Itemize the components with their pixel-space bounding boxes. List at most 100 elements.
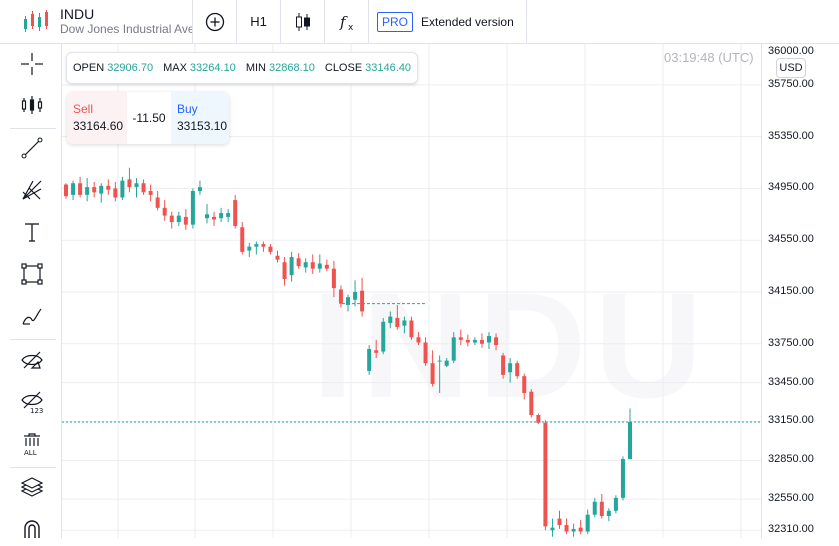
candle-down xyxy=(240,227,245,252)
interval-button[interactable]: H1 xyxy=(237,0,281,43)
candle-down xyxy=(494,337,499,346)
hide-indicators-icon: 123 xyxy=(21,391,43,414)
candle-down xyxy=(557,518,562,526)
price-axis-label: 33750.00 xyxy=(768,336,814,349)
brush-tool[interactable] xyxy=(10,298,54,334)
candle-down xyxy=(522,376,527,393)
toolbar-separator xyxy=(10,128,56,129)
candle-up xyxy=(571,528,576,532)
drawing-toolbar: 123 ALL xyxy=(0,44,62,538)
candle-down xyxy=(578,527,583,532)
candle-up xyxy=(487,336,491,343)
fib-tool[interactable] xyxy=(10,172,54,208)
svg-text:ALL: ALL xyxy=(24,449,37,456)
price-axis[interactable]: 36000.00 35750.00 35350.00 34950.00 34550.00… xyxy=(761,44,839,538)
candle-down xyxy=(324,264,329,269)
candle-up xyxy=(289,257,294,276)
ohlc-legend: OPEN 32906.70 MAX 33264.10 MIN 32868.10 CLO… xyxy=(66,52,419,84)
candle-down xyxy=(331,268,336,289)
candle-up xyxy=(71,183,76,195)
min-label: MIN xyxy=(245,62,266,74)
candle-up xyxy=(367,348,372,371)
sell-button[interactable]: Sell 33164.60 xyxy=(67,92,127,144)
indicators-tool[interactable] xyxy=(10,87,54,123)
candle-down xyxy=(515,363,520,377)
candle-down xyxy=(409,320,414,338)
crosshair-tool[interactable] xyxy=(10,46,54,82)
chart-type-button[interactable] xyxy=(281,0,325,43)
candle-up xyxy=(134,183,139,188)
candle-up xyxy=(592,501,597,515)
brush-icon xyxy=(22,308,42,325)
candle-up xyxy=(219,213,224,219)
hide-indicators-tool[interactable]: 123 xyxy=(10,384,54,420)
trendline-tool[interactable] xyxy=(10,130,54,166)
candle-up xyxy=(388,316,393,324)
candle-down xyxy=(395,317,400,327)
buy-button[interactable]: Buy 33153.10 xyxy=(171,92,229,144)
toolbar-separator xyxy=(10,339,56,340)
candle-down xyxy=(599,501,604,516)
candle-down xyxy=(564,525,569,532)
candle-up xyxy=(353,292,358,300)
candle-down xyxy=(479,339,484,344)
plus-circle-icon xyxy=(205,12,224,31)
max-label: MAX xyxy=(163,62,187,74)
compare-button[interactable] xyxy=(193,0,237,43)
candle-up xyxy=(402,320,407,326)
trendline-icon xyxy=(21,137,43,159)
crosshair-icon xyxy=(21,53,43,75)
candle-up xyxy=(303,262,308,268)
hide-drawings-tool[interactable] xyxy=(10,342,54,378)
rectangle-tool[interactable] xyxy=(10,256,54,292)
candle-up xyxy=(444,360,449,366)
price-axis-label: 32550.00 xyxy=(768,492,814,505)
function-icon: f x xyxy=(339,13,354,32)
max-value: 33264.10 xyxy=(189,62,236,74)
candle-up xyxy=(85,187,90,195)
candle-down xyxy=(374,350,379,353)
candle-up xyxy=(585,514,590,532)
candle-down xyxy=(275,255,280,260)
candle-down xyxy=(338,289,343,304)
extended-version-button[interactable]: PRO Extended version xyxy=(369,0,527,43)
candle-down xyxy=(501,355,506,375)
candle-down xyxy=(169,215,174,223)
text-icon xyxy=(25,223,39,242)
candle-up xyxy=(550,527,555,531)
text-tool[interactable] xyxy=(10,214,54,250)
candle-up xyxy=(451,337,456,361)
candle-down xyxy=(162,207,167,216)
currency-button[interactable]: USD xyxy=(776,58,806,78)
fib-fan-icon xyxy=(22,180,42,200)
candle-up xyxy=(120,180,125,198)
candle-up xyxy=(437,360,442,362)
magnet-icon xyxy=(24,520,40,538)
toolbar-separator xyxy=(10,467,56,468)
candle-up xyxy=(628,421,632,460)
candle-up xyxy=(613,497,618,511)
remove-all-tool[interactable]: ALL xyxy=(10,426,54,462)
price-axis-label: 34150.00 xyxy=(768,285,814,297)
candle-down xyxy=(282,262,287,280)
candle-up xyxy=(317,263,322,269)
candle-up xyxy=(247,246,252,251)
price-axis-label: 34550.00 xyxy=(768,233,814,246)
svg-text:x: x xyxy=(348,23,354,32)
price-axis-label: 35350.00 xyxy=(768,129,814,142)
sell-price: 33164.60 xyxy=(73,119,124,133)
candle-down xyxy=(423,342,428,364)
layers-tool[interactable] xyxy=(10,469,54,505)
indicators-button[interactable]: f x xyxy=(325,0,369,43)
magnet-tool[interactable] xyxy=(10,510,54,546)
candle-down xyxy=(529,391,534,415)
symbol-block[interactable]: INDU Dow Jones Industrial Ave xyxy=(0,0,193,43)
sell-label: Sell xyxy=(73,102,94,116)
candle-down xyxy=(536,415,541,423)
price-axis-label: 33450.00 xyxy=(768,375,814,388)
candle-up xyxy=(205,214,209,219)
remove-all-icon: ALL xyxy=(24,433,40,456)
candle-up xyxy=(197,187,202,192)
symbol-name: INDU xyxy=(60,7,95,23)
candle-up xyxy=(620,459,625,498)
